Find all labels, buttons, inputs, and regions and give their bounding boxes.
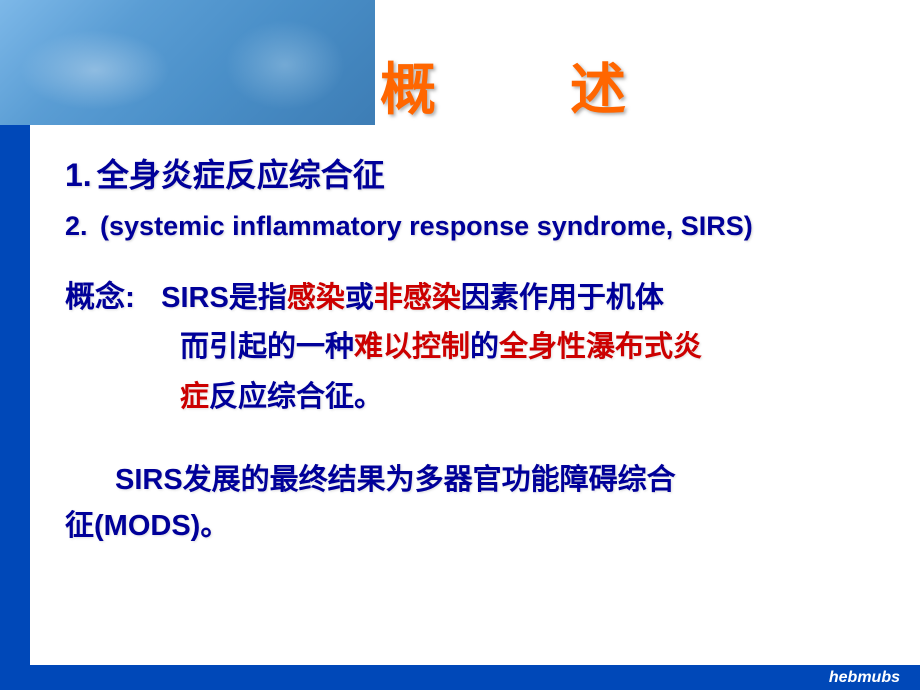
concept-h2: 非感染 — [374, 282, 461, 314]
concept-line-1: 概念: SIRS是指感染或非感染因素作用于机体 — [65, 272, 885, 323]
concept-t2: 或 — [345, 282, 374, 314]
header-section: 概 述 — [0, 0, 920, 125]
concept-t6: 反应综合征。 — [209, 381, 383, 413]
left-accent-bar — [0, 125, 30, 690]
conclusion-line-2: 征(MODS)。 — [65, 503, 885, 549]
concept-line-3: 症反应综合征。 — [65, 373, 885, 422]
concept-block: 概念: SIRS是指感染或非感染因素作用于机体 而引起的一种难以控制的全身性瀑布… — [65, 272, 885, 422]
concept-t1: SIRS是指 — [161, 282, 287, 314]
concept-h1: 感染 — [287, 282, 345, 314]
concept-h5: 症 — [180, 381, 209, 413]
footer-bar: hebmubs — [30, 665, 920, 690]
concept-h3: 难以控制 — [354, 331, 470, 363]
conclusion-block: SIRS发展的最终结果为多器官功能障碍综合 征(MODS)。 — [65, 457, 885, 550]
concept-label: 概念: — [65, 272, 135, 323]
footer-text: hebmubs — [829, 669, 900, 686]
list-item-2-text: (systemic inflammatory response syndrome… — [93, 211, 753, 241]
slide-title: 概 述 — [380, 45, 686, 126]
concept-line-2: 而引起的一种难以控制的全身性瀑布式炎 — [65, 323, 885, 372]
concept-t5: 的 — [470, 331, 499, 363]
content-area: 1.全身炎症反应综合征 2. (systemic inflammatory re… — [30, 125, 920, 665]
concept-h4: 全身性瀑布式炎 — [499, 331, 702, 363]
header-background-image — [0, 0, 375, 125]
concept-t3: 因素作用于机体 — [461, 282, 664, 314]
concept-t4: 而引起的一种 — [180, 331, 354, 363]
list-item-1-number: 1. — [65, 157, 92, 194]
list-item-1: 1.全身炎症反应综合征 — [65, 150, 885, 196]
list-item-2: 2. (systemic inflammatory response syndr… — [65, 211, 885, 242]
conclusion-line-1: SIRS发展的最终结果为多器官功能障碍综合 — [65, 457, 885, 503]
list-item-1-text: 全身炎症反应综合征 — [97, 157, 385, 193]
list-item-2-number: 2. — [65, 211, 88, 242]
title-text: 概 述 — [380, 60, 686, 122]
